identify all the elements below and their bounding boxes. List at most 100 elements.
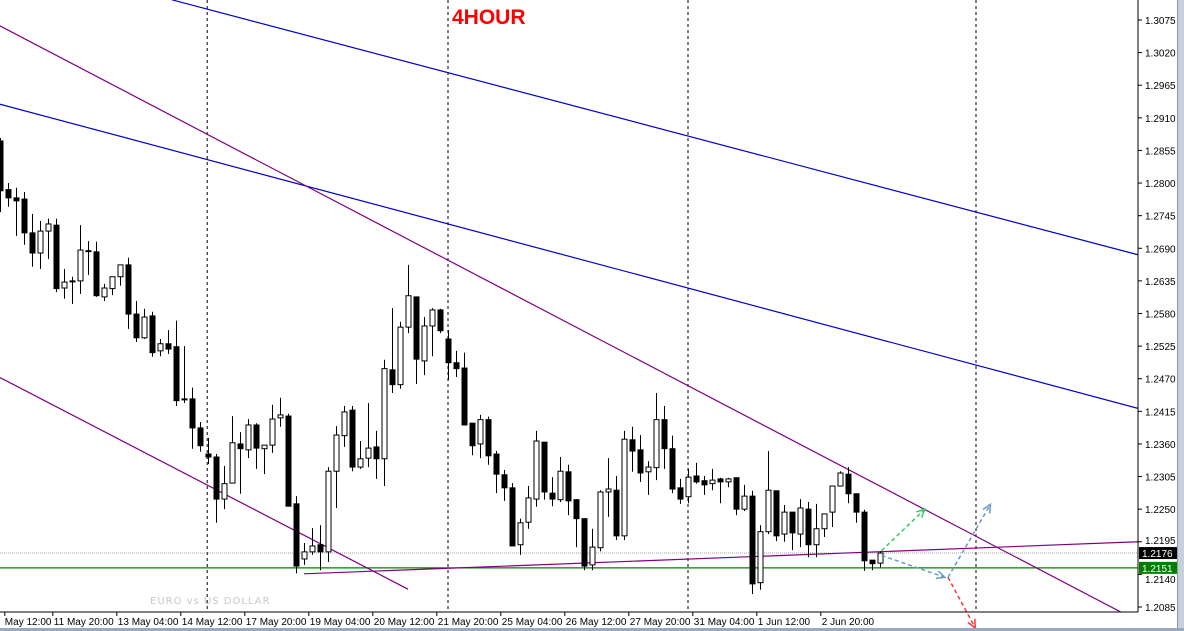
price-tick-label: 1.2855: [1145, 146, 1176, 157]
candle-bear: [373, 446, 380, 460]
candle-bear: [189, 398, 196, 429]
price-tick-label: 1.2415: [1145, 407, 1176, 418]
price-tick-label: 1.2580: [1145, 310, 1176, 321]
time-tick-label: 1 Jun 12:00: [758, 617, 811, 628]
trendlines: [0, 0, 1138, 612]
time-tick-label: 26 May 12:00: [566, 617, 627, 628]
candle-bull: [605, 488, 612, 493]
candle-bull: [381, 368, 388, 460]
candle-bear: [869, 559, 876, 565]
candle-bear: [85, 250, 92, 253]
candle-bear: [69, 280, 76, 283]
candle-bull: [397, 326, 404, 386]
price-tick-label: 1.2195: [1145, 536, 1176, 547]
candle-bull: [821, 513, 828, 530]
price-tick-label: 1.3020: [1145, 49, 1176, 60]
candle-bull: [533, 440, 540, 500]
price-tick-label: 1.2525: [1145, 342, 1176, 353]
trendline: [0, 25, 1123, 612]
candle-bull: [709, 479, 716, 485]
candle-bear: [629, 439, 636, 452]
candle-bear: [693, 475, 700, 483]
price-tick-label: 1.2250: [1145, 505, 1176, 516]
projection-arrows: [881, 502, 992, 630]
candle-bear: [13, 197, 20, 202]
candle-bull: [333, 434, 340, 472]
candle-bear: [93, 251, 100, 297]
price-tick-label: 1.3075: [1145, 16, 1176, 27]
candle-bull: [685, 476, 692, 498]
candle-bull: [301, 551, 308, 560]
candle-bull: [589, 546, 596, 566]
candle-bear: [789, 511, 796, 534]
candle-bull: [141, 316, 148, 339]
candle-bull: [325, 470, 332, 553]
candle-bear: [573, 499, 580, 520]
candle-bull: [557, 470, 564, 501]
candle-bear: [661, 419, 668, 450]
candle-bear: [501, 474, 508, 489]
projection-arrow: [881, 554, 946, 579]
candle-bull: [309, 545, 316, 553]
candle-bear: [181, 398, 188, 401]
candle-bear: [197, 427, 204, 447]
candle-bull: [405, 295, 412, 328]
time-tick-label: 25 May 04:00: [502, 617, 563, 628]
current-price-label: 1.2176: [1142, 549, 1173, 560]
candle-bear: [861, 511, 868, 562]
candle-bull: [117, 264, 124, 278]
price-tick-label: 1.2910: [1145, 114, 1176, 125]
candle-bear: [717, 478, 724, 483]
time-tick-label: 11 May 20:00: [54, 617, 114, 628]
time-tick-label: 20 May 12:00: [374, 617, 435, 628]
arrow-head-icon: [982, 502, 992, 514]
time-tick-label: 21 May 20:00: [438, 617, 499, 628]
candle-bull: [653, 419, 660, 469]
price-tick-label: 1.2305: [1145, 473, 1176, 484]
candle-bull: [797, 507, 804, 535]
candle-bear: [453, 362, 460, 370]
right-scrollbar[interactable]: [1177, 0, 1184, 631]
candle-bull: [517, 522, 524, 546]
candle-bear: [549, 492, 556, 500]
candle-bull: [45, 223, 52, 232]
candle-bear: [581, 518, 588, 567]
candle-bear: [0, 140, 4, 192]
candle-bull: [645, 466, 652, 473]
projection-arrow: [881, 508, 926, 552]
trendline: [303, 541, 1138, 575]
candle-bull: [477, 419, 484, 445]
candle-bear: [317, 544, 324, 553]
candle-bull: [101, 287, 108, 298]
candle-bull: [37, 230, 44, 254]
time-tick-label: 13 May 04:00: [118, 617, 179, 628]
candle-bull: [837, 472, 844, 487]
candle-bull: [229, 442, 236, 484]
candle-bull: [781, 511, 788, 535]
candle-bull: [277, 414, 284, 419]
candle-bear: [29, 232, 36, 254]
time-tick-label: 17 May 20:00: [246, 617, 307, 628]
candle-bull: [109, 276, 116, 290]
candle-bull: [357, 458, 364, 468]
trendline: [0, 103, 1138, 409]
candle-bull: [261, 444, 268, 450]
candle-bull: [829, 485, 836, 513]
symbol-watermark: EURO vs US DOLLAR: [150, 596, 271, 607]
bottom-border: [0, 628, 1184, 631]
time-tick-label: 27 May 20:00: [630, 617, 691, 628]
trendline: [171, 0, 1138, 256]
candle-bull: [429, 309, 436, 327]
candle-bull: [157, 343, 164, 352]
candle-bear: [469, 422, 476, 447]
price-tick-label: 1.2085: [1145, 603, 1176, 614]
candle-bull: [269, 418, 276, 446]
candle-bear: [773, 490, 780, 537]
candle-bull: [757, 531, 764, 584]
candle-bear: [205, 453, 212, 458]
candle-bear: [677, 487, 684, 500]
timeframe-label: 4HOUR: [452, 6, 526, 29]
candle-bear: [493, 453, 500, 475]
candle-bear: [133, 313, 140, 339]
